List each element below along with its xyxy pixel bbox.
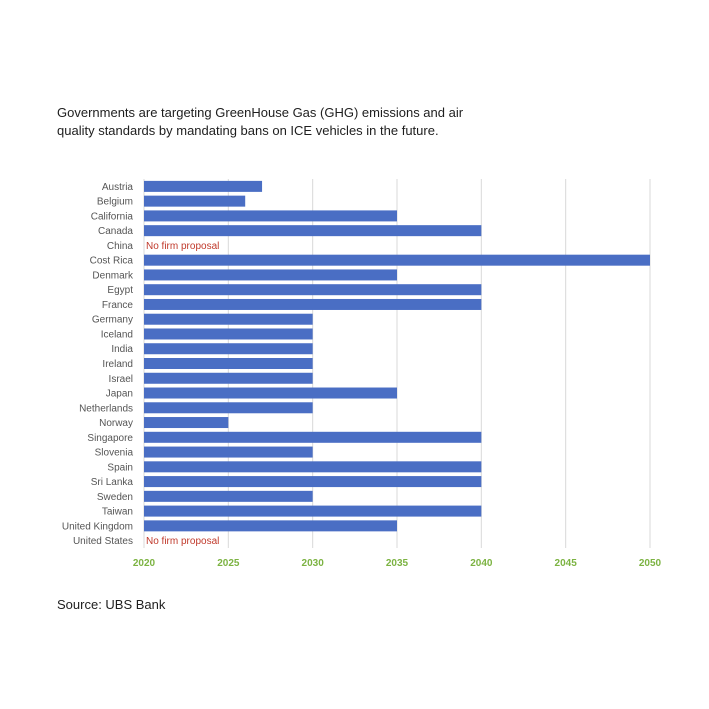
headline-line-1: Governments are targeting GreenHouse Gas… [57, 105, 464, 120]
x-axis-ticks: 2020 2025 2030 2035 2040 2045 2050 [133, 558, 662, 569]
category-label-slovenia: Slovenia [95, 448, 134, 459]
headline-line-2: quality standards by mandating bans on I… [57, 123, 439, 138]
category-label-canada: Canada [98, 226, 133, 237]
category-label-egypt: Egypt [107, 285, 133, 296]
bar-india [144, 343, 313, 355]
bar-slovenia [144, 446, 313, 458]
bar-sri-lanka [144, 476, 482, 488]
category-label-china: China [107, 241, 134, 252]
source-note: Source: UBS Bank [57, 597, 166, 612]
bar-california [144, 210, 397, 222]
x-tick-label-2030: 2030 [302, 558, 325, 569]
category-label-california: California [91, 211, 134, 222]
bar-netherlands [144, 402, 313, 414]
category-label-sri-lanka: Sri Lanka [91, 477, 134, 488]
category-label-netherlands: Netherlands [79, 403, 133, 414]
x-tick-label-2025: 2025 [217, 558, 240, 569]
category-label-united-states: United States [73, 536, 133, 547]
category-label-japan: Japan [106, 389, 133, 400]
x-tick-label-2020: 2020 [133, 558, 156, 569]
bar-egypt [144, 284, 482, 296]
annotation-china: No firm proposal [146, 241, 219, 252]
x-tick-label-2035: 2035 [386, 558, 409, 569]
category-label-taiwan: Taiwan [102, 507, 133, 518]
category-label-united-kingdom: United Kingdom [62, 521, 133, 532]
category-label-singapore: Singapore [87, 433, 133, 444]
category-label-sweden: Sweden [97, 492, 133, 503]
bar-austria [144, 180, 263, 192]
bar-sweden [144, 490, 313, 502]
bar-norway [144, 417, 229, 429]
category-label-israel: Israel [109, 374, 133, 385]
bar-belgium [144, 195, 246, 207]
chart-headline: Governments are targeting GreenHouse Gas… [57, 104, 477, 140]
bar-iceland [144, 328, 313, 340]
annotation-united-states: No firm proposal [146, 536, 219, 547]
bar-denmark [144, 269, 397, 281]
bar-ireland [144, 358, 313, 369]
category-label-norway: Norway [99, 418, 133, 429]
bar-spain [144, 461, 482, 473]
category-label-germany: Germany [92, 315, 133, 326]
category-label-india: India [111, 344, 133, 355]
bar-cost-rica [144, 254, 650, 266]
bar-united-kingdom [144, 520, 397, 532]
bar-france [144, 298, 482, 310]
bar-israel [144, 372, 313, 384]
bar-germany [144, 313, 313, 325]
category-label-iceland: Iceland [101, 329, 133, 340]
category-label-denmark: Denmark [92, 270, 134, 281]
category-labels: Austria Belgium California Canada China Cost … [62, 182, 134, 547]
category-label-ireland: Ireland [102, 359, 133, 370]
x-tick-label-2050: 2050 [639, 558, 662, 569]
bar-taiwan [144, 505, 482, 517]
category-label-cost-rica: Cost Rica [90, 256, 134, 267]
bar-singapore [144, 431, 482, 443]
category-label-belgium: Belgium [97, 197, 133, 208]
x-tick-label-2040: 2040 [470, 558, 493, 569]
bar-japan [144, 387, 397, 399]
bar-canada [144, 225, 482, 237]
bars: No firm proposal No firm proposal [144, 180, 650, 547]
category-label-austria: Austria [102, 182, 134, 193]
x-tick-label-2045: 2045 [555, 558, 578, 569]
category-label-spain: Spain [107, 462, 133, 473]
category-label-france: France [102, 300, 134, 311]
